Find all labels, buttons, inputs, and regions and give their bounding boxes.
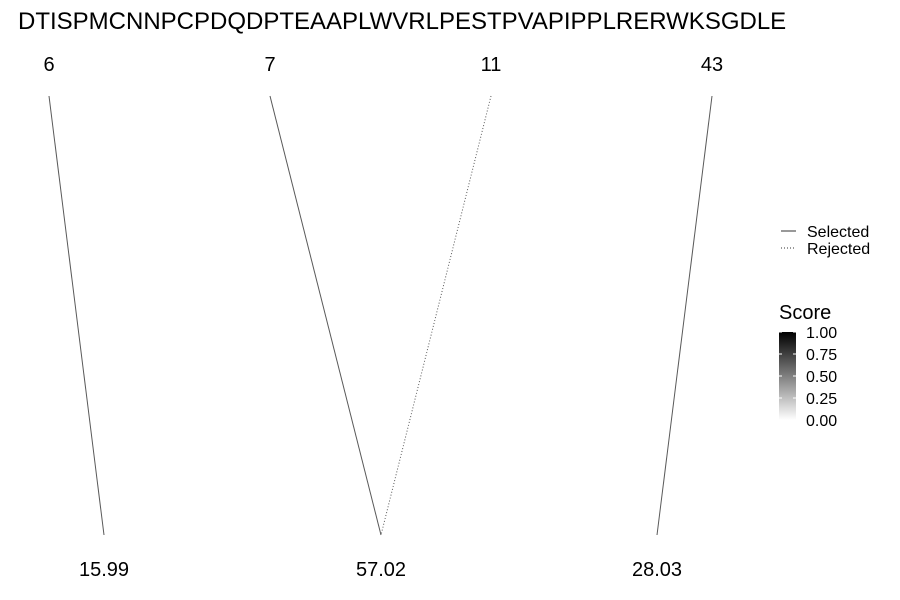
score-legend-title: Score <box>779 302 831 324</box>
score-tick-label: 1.00 <box>806 325 837 342</box>
score-legend: Score 1.00 0.75 0.50 0.25 0.00 <box>779 302 837 430</box>
score-tick-label: 0.75 <box>806 347 837 364</box>
mass-labels: 15.99 57.02 28.03 <box>79 559 682 581</box>
link-lines <box>48 95 713 536</box>
legend-rejected-label: Rejected <box>807 241 870 258</box>
position-labels: 6 7 11 43 <box>43 54 723 76</box>
score-tick-label: 0.50 <box>806 369 837 386</box>
score-tick-label: 0.25 <box>806 391 837 408</box>
mass-label: 28.03 <box>632 559 682 581</box>
score-tick-label: 0.00 <box>806 413 837 430</box>
score-colorbar <box>779 332 796 420</box>
position-label: 11 <box>481 54 502 76</box>
mass-label: 15.99 <box>79 559 129 581</box>
link-line-rejected <box>380 95 492 536</box>
link-line-selected <box>269 95 382 536</box>
link-line-selected <box>656 95 713 536</box>
mass-label: 57.02 <box>356 559 406 581</box>
linetype-legend: Selected Rejected <box>781 224 870 258</box>
position-label: 6 <box>43 54 54 76</box>
peptide-sequence: DTISPMCNNPCPDQDPTEAAPLWVRLPESTPVAPIPPLRE… <box>18 8 786 35</box>
legend-selected-label: Selected <box>807 224 869 241</box>
position-label: 7 <box>264 54 275 76</box>
position-label: 43 <box>701 54 723 76</box>
link-line-selected <box>48 95 105 536</box>
